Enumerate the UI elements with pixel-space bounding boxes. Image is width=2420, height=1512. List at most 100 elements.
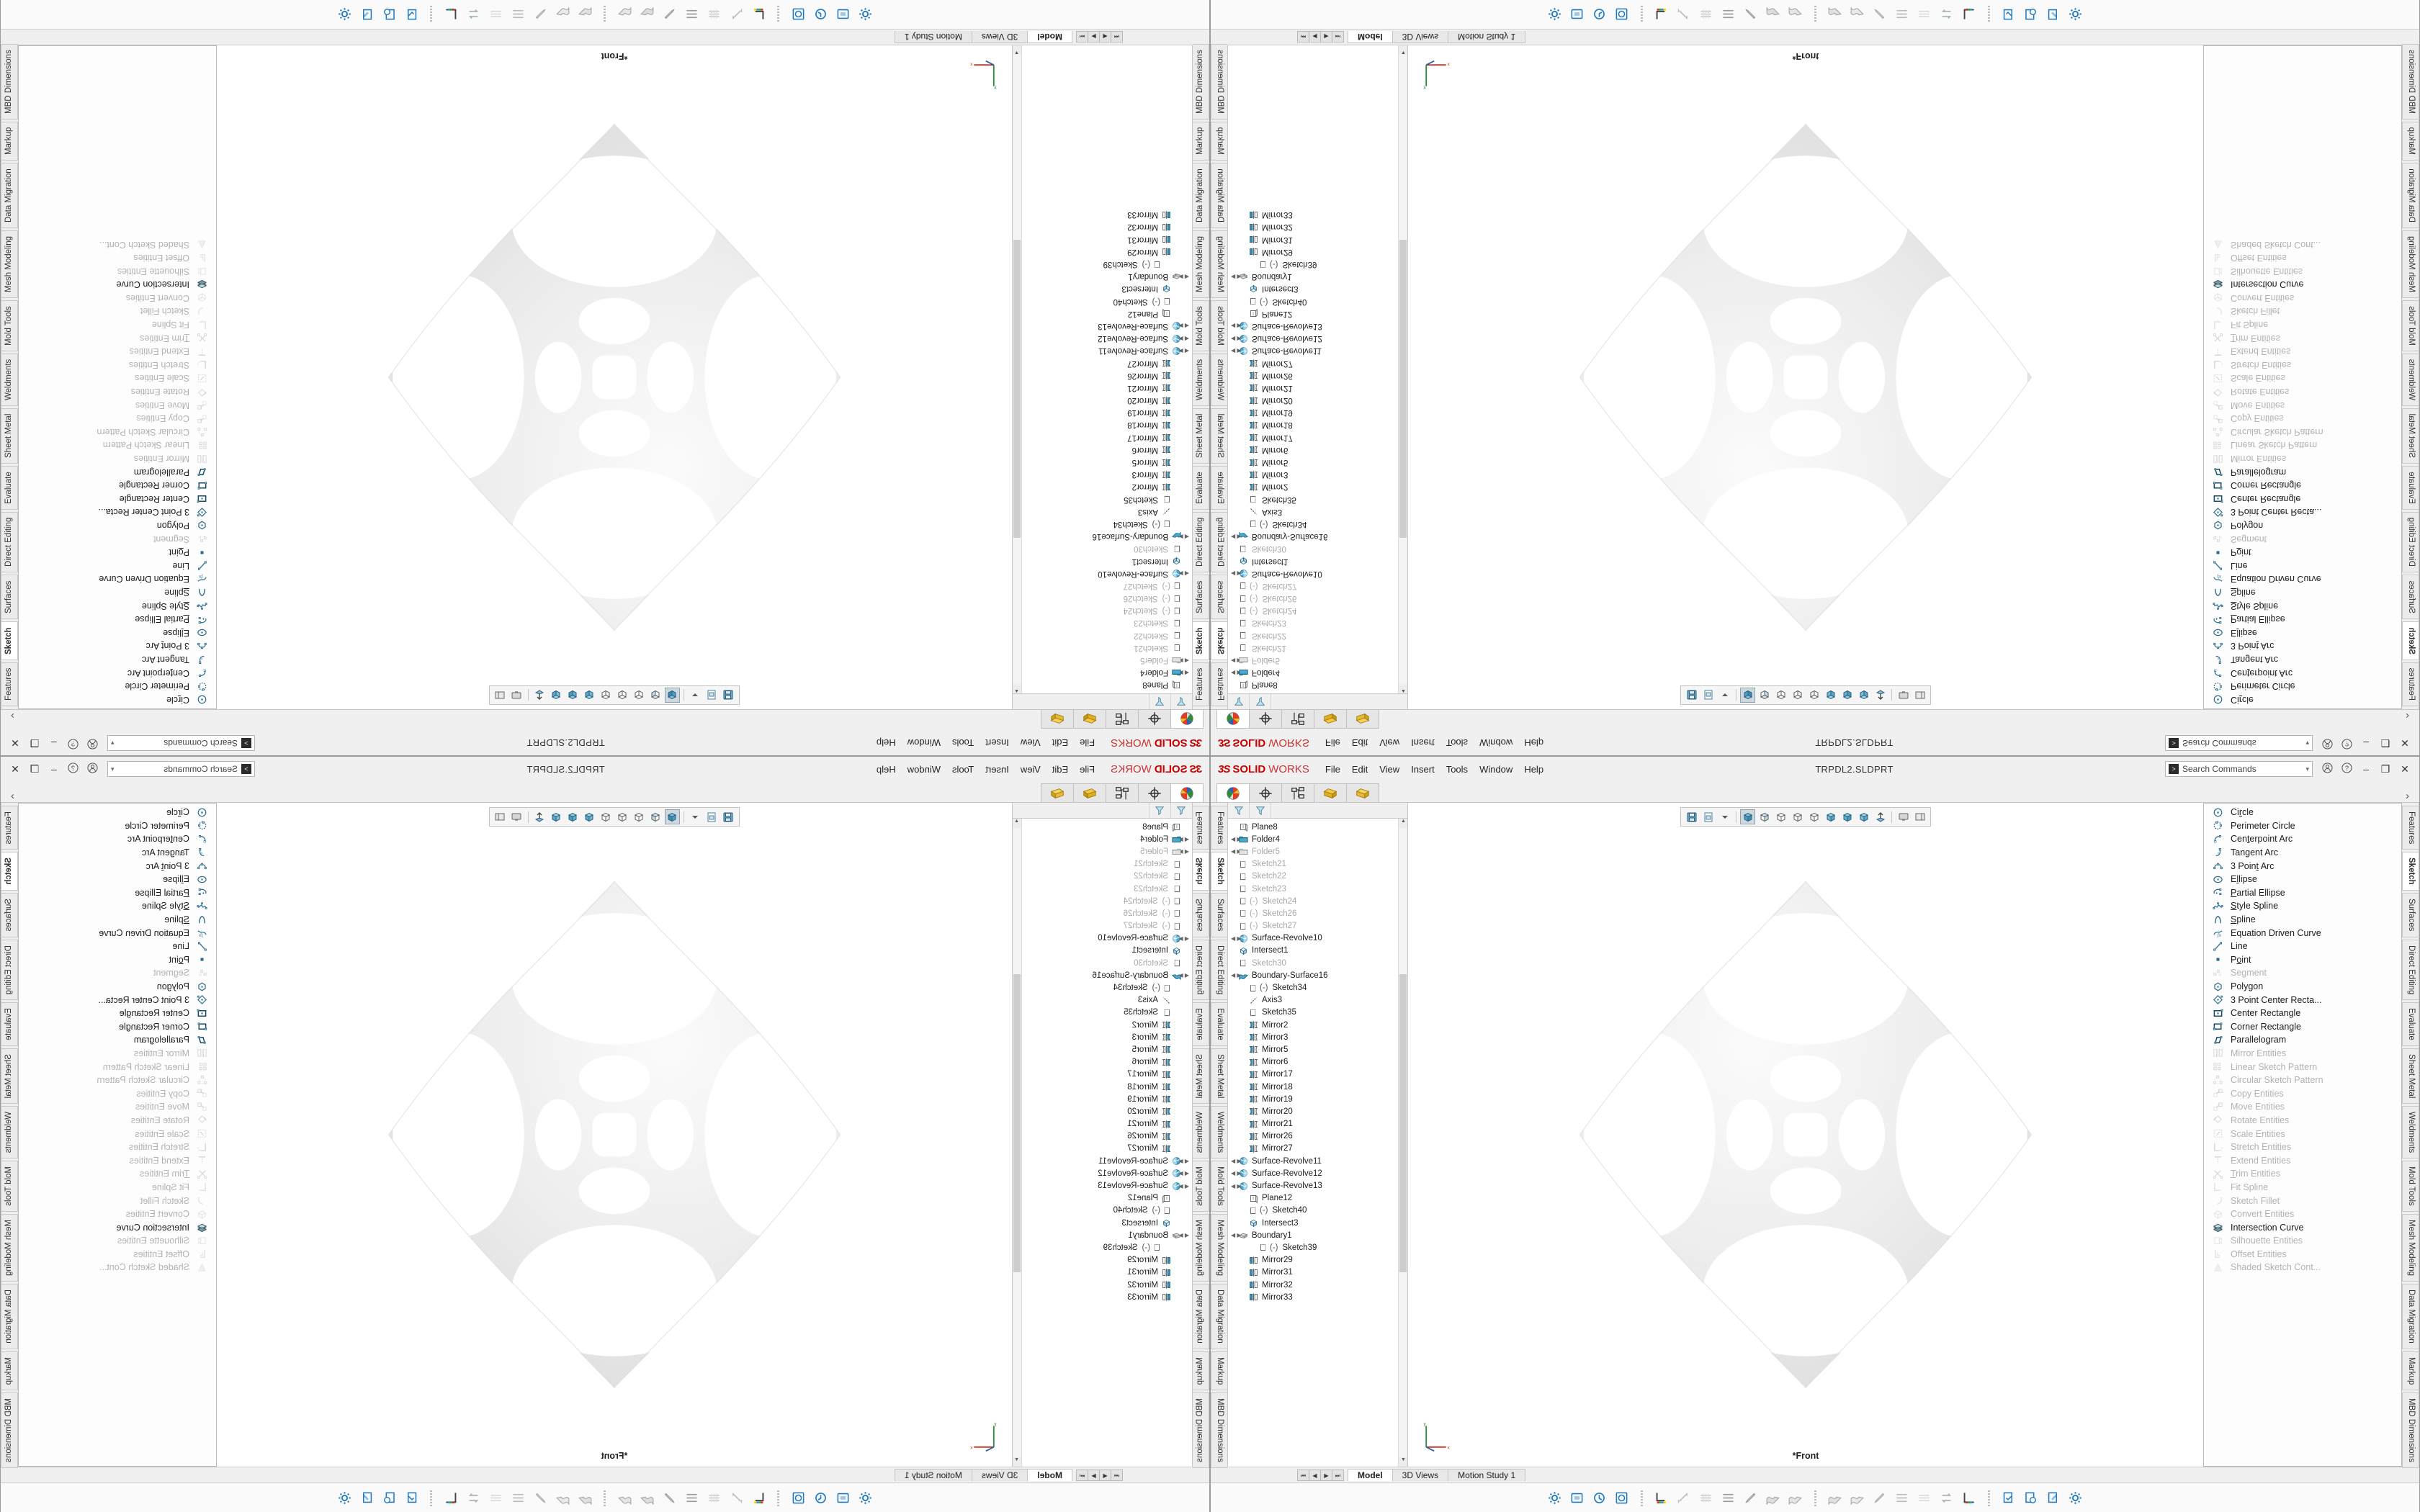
caret-icon[interactable] bbox=[1717, 688, 1732, 703]
menu-item-partial-ellipse[interactable]: Partial Ellipse bbox=[2204, 886, 2401, 900]
ribbon-tab-sketch[interactable]: Sketch bbox=[2402, 852, 2419, 891]
menu-item-partial-ellipse[interactable]: Partial Ellipse bbox=[2204, 613, 2401, 626]
tree-expand-arrow[interactable]: ◀ ▶ bbox=[1178, 273, 1189, 280]
nav-first-button[interactable]: ⏮ bbox=[1111, 31, 1123, 43]
menu-item-tools[interactable]: Tools bbox=[1446, 763, 1469, 775]
feature-tree-row[interactable]: Plane12 bbox=[1228, 307, 1407, 320]
sheet-nav-buttons[interactable]: ⏮ ◀ ▶ ⏭ bbox=[1297, 1469, 1344, 1481]
tree-expand-arrow[interactable]: ◀ ▶ bbox=[1231, 570, 1242, 577]
nav-first-button[interactable]: ⏮ bbox=[1111, 1469, 1123, 1481]
feature-tree-row[interactable]: Sketch30 bbox=[1228, 957, 1407, 969]
surface-1-icon[interactable] bbox=[1764, 1489, 1783, 1508]
tree-expand-arrow[interactable]: ◀ ▶ bbox=[1231, 657, 1242, 664]
feature-tree-row[interactable]: Intersect1 bbox=[1228, 555, 1407, 567]
feature-tree-row[interactable]: Sketch21 bbox=[1013, 642, 1192, 654]
minimize-button[interactable]: – bbox=[51, 763, 57, 775]
menu-item-equation-driven-curve[interactable]: fx Equation Driven Curve bbox=[19, 572, 216, 586]
section-view-icon[interactable] bbox=[615, 688, 630, 703]
ribbon-tab-surfaces[interactable]: Surfaces bbox=[1193, 893, 1209, 937]
menu-item-corner-rectangle[interactable]: Corner Rectangle bbox=[19, 479, 216, 492]
feature-tree-row[interactable]: Mirror29 bbox=[1228, 1254, 1407, 1266]
menu-item-view[interactable]: View bbox=[1020, 763, 1041, 775]
feature-tree-row[interactable]: (-) Sketch34 bbox=[1013, 518, 1192, 530]
tree-expand-arrow[interactable]: ◀ ▶ bbox=[1231, 273, 1242, 280]
feature-tree-row[interactable]: ◀ ▶ Boundary-Surface16 bbox=[1228, 531, 1407, 543]
menu-item-spline[interactable]: Spline bbox=[19, 913, 216, 927]
help-icon[interactable]: ? bbox=[68, 737, 79, 750]
nav-previous-button[interactable]: ◀ bbox=[1099, 31, 1111, 43]
surface-4-icon[interactable] bbox=[1848, 1489, 1867, 1508]
menu-item-tools[interactable]: Tools bbox=[951, 737, 974, 749]
menu-item-parallelogram[interactable]: Parallelogram bbox=[19, 1033, 216, 1047]
search-caret-icon[interactable]: ▾ bbox=[2305, 765, 2309, 773]
doc-check-icon[interactable] bbox=[1999, 5, 2018, 24]
list-icon[interactable] bbox=[1719, 1489, 1738, 1508]
feature-tree-row[interactable]: Mirror18 bbox=[1013, 419, 1192, 431]
doc-clock-icon[interactable] bbox=[380, 1489, 399, 1508]
window-controls[interactable]: ? – ❐ ✕ bbox=[2321, 737, 2411, 750]
print-icon[interactable] bbox=[1700, 688, 1716, 703]
sheet-tab-motion-study[interactable]: Motion Study 1 bbox=[1448, 1469, 1526, 1481]
feature-tree-scrollbar[interactable]: ▲ ▼ bbox=[1398, 45, 1407, 693]
feature-tree-row[interactable]: Mirror17 bbox=[1013, 1068, 1192, 1081]
tree-expand-arrow[interactable]: ◀ ▶ bbox=[1178, 1232, 1189, 1239]
feature-tree-row[interactable]: ◀ ▶ Boundary-Surface16 bbox=[1013, 969, 1192, 981]
surface-4-icon[interactable] bbox=[1848, 5, 1867, 24]
command-manager-tabs[interactable]: › bbox=[1, 781, 1209, 803]
feature-tree-row[interactable]: Mirror32 bbox=[1013, 1279, 1192, 1291]
menu-item-center-rectangle[interactable]: Center Rectangle bbox=[19, 1007, 216, 1020]
feature-tree-row[interactable]: ◀ ▶ Folder5 bbox=[1013, 845, 1192, 858]
tree-expand-arrow[interactable]: ◀ ▶ bbox=[1178, 335, 1189, 342]
restore-button[interactable]: ❐ bbox=[2380, 762, 2390, 775]
ribbon-tab-evaluate[interactable]: Evaluate bbox=[1, 1002, 18, 1046]
menu-item-insert[interactable]: Insert bbox=[1411, 763, 1435, 775]
ribbon-tab-mbd-dimensions[interactable]: MBD Dimensions bbox=[2402, 1392, 2419, 1469]
ribbon-tab-mesh-modeling[interactable]: Mesh Modeling bbox=[1211, 230, 1227, 298]
zoom-to-area-icon[interactable] bbox=[648, 688, 663, 703]
search-commands-box[interactable]: > Search Commands ▾ bbox=[2165, 761, 2313, 783]
menu-item-circle[interactable]: Circle bbox=[2204, 693, 2401, 706]
feature-tree-row[interactable]: (-) Sketch27 bbox=[1013, 920, 1192, 932]
print-icon[interactable] bbox=[1700, 809, 1716, 824]
feature-filter-icon-2[interactable] bbox=[1250, 803, 1271, 818]
zoom-to-area-icon[interactable] bbox=[648, 809, 663, 824]
command-tabs-overflow-chevron[interactable]: › bbox=[2406, 790, 2409, 802]
menu-item-perimeter-circle[interactable]: Perimeter Circle bbox=[2204, 819, 2401, 833]
scroll-thumb[interactable] bbox=[1013, 240, 1021, 538]
pen-2-icon[interactable] bbox=[532, 1489, 550, 1508]
feature-tree-row[interactable]: Mirror3 bbox=[1013, 1031, 1192, 1043]
settings-gear-2-icon[interactable] bbox=[336, 1489, 354, 1508]
menu-item-3-point-arc[interactable]: 3 Point Arc bbox=[2204, 859, 2401, 873]
tab-display-manager[interactable] bbox=[1138, 710, 1171, 729]
ribbon-tab-data-migration[interactable]: Data Migration bbox=[1193, 163, 1209, 228]
grid-2-icon[interactable] bbox=[1915, 5, 1934, 24]
sketch-entities-dropdown-menu[interactable]: Circle Perimeter Circle Centerpoint Arc × Ta… bbox=[18, 45, 217, 709]
ribbon-tab-mold-tools[interactable]: Mold Tools bbox=[2402, 300, 2419, 351]
feature-tree-row[interactable]: Mirror21 bbox=[1228, 1118, 1407, 1130]
transfer-icon[interactable] bbox=[1937, 5, 1956, 24]
sheet-tab-model[interactable]: Model bbox=[1348, 31, 1393, 43]
menu-item-circle[interactable]: Circle bbox=[2204, 806, 2401, 819]
ribbon-tab-weldments[interactable]: Weldments bbox=[1193, 353, 1209, 406]
feature-tree-row[interactable]: (-) Sketch39 bbox=[1013, 258, 1192, 270]
feature-tree-row[interactable]: Plane12 bbox=[1013, 1192, 1192, 1205]
sketch-entities-dropdown-menu[interactable]: Circle Perimeter Circle Centerpoint Arc × Ta… bbox=[2203, 803, 2402, 1467]
menu-bar[interactable]: File Edit View Insert Tools Window Help bbox=[877, 738, 1095, 749]
3d-model-view[interactable] bbox=[341, 861, 888, 1408]
menu-item-window[interactable]: Window bbox=[907, 763, 941, 775]
feature-tree-row[interactable]: ◀ ▶ Boundary1 bbox=[1228, 1229, 1407, 1241]
feature-tree-row[interactable]: Mirror31 bbox=[1228, 1266, 1407, 1279]
menu-item-edit[interactable]: Edit bbox=[1052, 763, 1069, 775]
dimension-icon[interactable] bbox=[727, 5, 746, 24]
sheet-tab-motion-study[interactable]: Motion Study 1 bbox=[894, 31, 972, 43]
feature-tree-row[interactable]: Intersect3 bbox=[1013, 283, 1192, 295]
menu-item-parallelogram[interactable]: Parallelogram bbox=[19, 465, 216, 479]
menu-item-intersection-curve[interactable]: Intersection Curve bbox=[2204, 278, 2401, 292]
menu-item-line[interactable]: Line bbox=[2204, 940, 2401, 953]
feature-tree-row[interactable]: (-) Sketch34 bbox=[1013, 981, 1192, 994]
feature-tree-row[interactable]: ◀ ▶ Folder5 bbox=[1013, 654, 1192, 666]
menu-item-point[interactable]: Point bbox=[2204, 546, 2401, 559]
feature-tree-row[interactable]: ◀ ▶ Surface-Revolve11 bbox=[1013, 1155, 1192, 1167]
tab-feature-manager[interactable] bbox=[1073, 783, 1106, 802]
print-icon[interactable] bbox=[704, 809, 720, 824]
